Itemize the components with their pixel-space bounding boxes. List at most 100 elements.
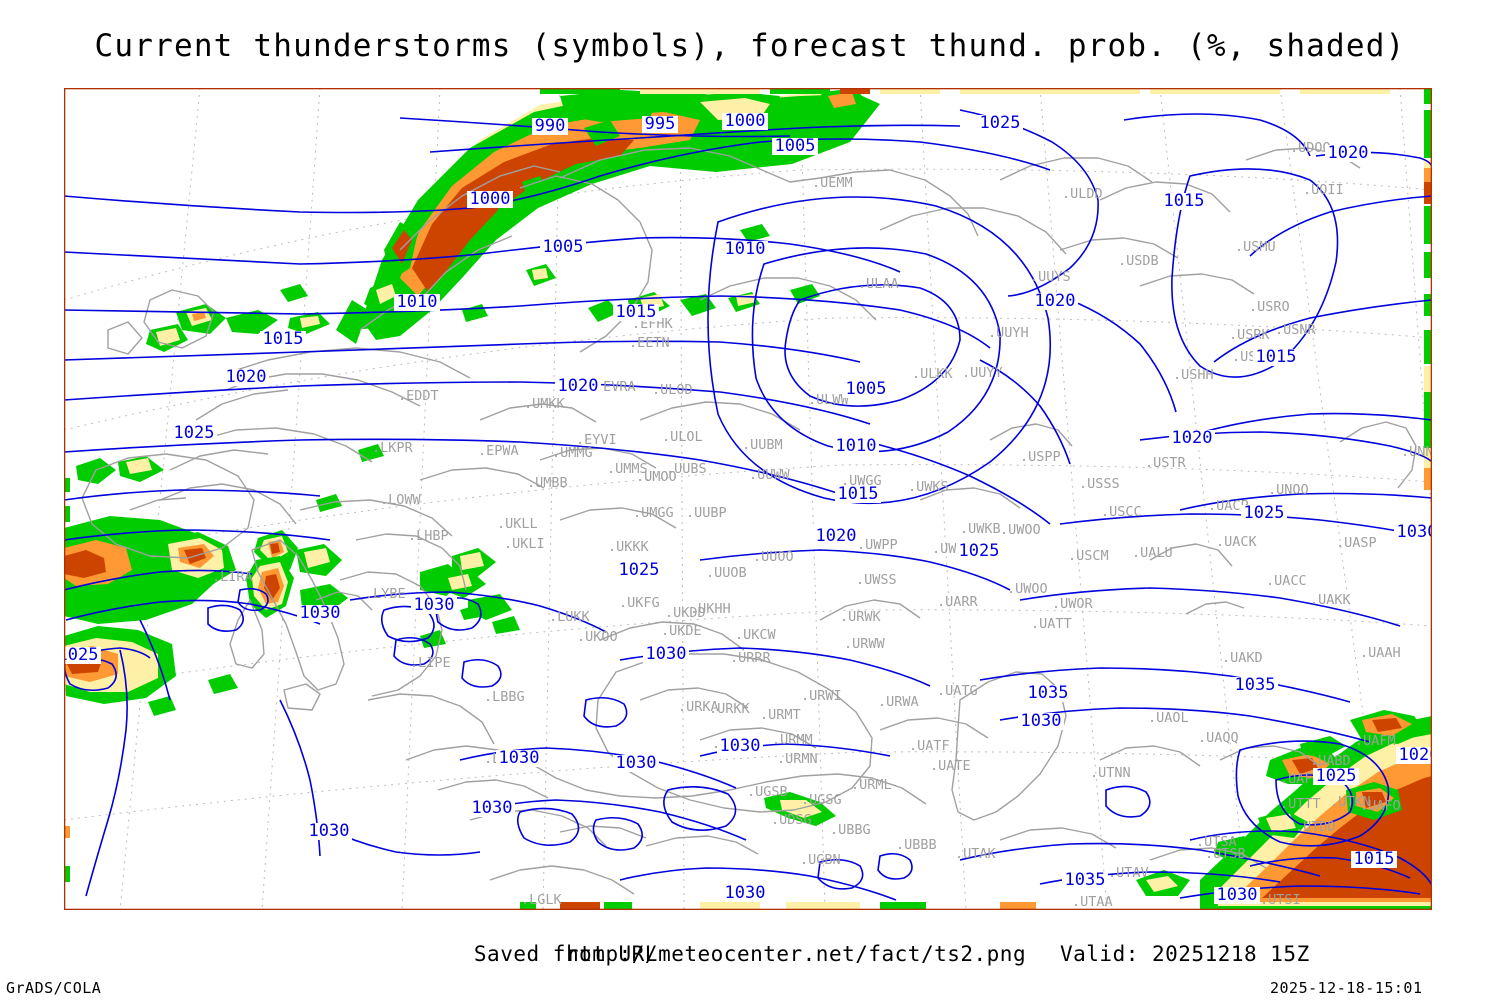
station-label: .USCM bbox=[1068, 548, 1109, 564]
isobar-label-backdrop bbox=[467, 191, 513, 208]
station-label: .UKCW bbox=[735, 627, 777, 643]
isobar-label: 1000 bbox=[725, 111, 766, 131]
station-label: .EDDT bbox=[398, 388, 439, 404]
station-label: .UATE bbox=[930, 758, 971, 774]
map-svg[interactable]: .UEMM .ULDD .UOII .UDOO .USMU .USDB .ULAA .UUYS… bbox=[64, 88, 1432, 910]
isobar-label: 1030 bbox=[616, 753, 657, 773]
station-label: .UMBB bbox=[527, 475, 568, 491]
isobar-label-backdrop bbox=[1396, 747, 1432, 764]
isobar-value-labels: 990 995 1000 1000 1005 1005 1010 1010 1015 1015 10… bbox=[64, 111, 1432, 905]
station-label: .UNOO bbox=[1268, 482, 1309, 498]
isobar-label-backdrop bbox=[833, 438, 879, 455]
station-label: .ULOD bbox=[652, 382, 693, 398]
isobar-label: 990 bbox=[535, 116, 566, 136]
isobar-label: 1030 bbox=[720, 736, 761, 756]
station-label: .UAFP bbox=[1280, 771, 1321, 787]
isobar-label-backdrop bbox=[956, 543, 1002, 560]
isobar-label: 1035 bbox=[1235, 675, 1276, 695]
footer-url[interactable]: http://meteocenter.net/fact/ts2.png bbox=[566, 942, 1027, 966]
station-label: .UTKN bbox=[1330, 794, 1371, 810]
station-label: .USPP bbox=[1020, 449, 1061, 465]
isobar-label-backdrop bbox=[1032, 293, 1078, 310]
station-label: .USNR bbox=[1275, 322, 1317, 338]
isobar-label: 1030 bbox=[309, 821, 350, 841]
station-label: .UBBB bbox=[896, 837, 937, 853]
station-label: .EETN bbox=[629, 335, 670, 351]
isobar-label: 1005 bbox=[543, 237, 584, 257]
station-label: .UKLL bbox=[497, 516, 538, 532]
isobar-label: 1000 bbox=[470, 189, 511, 209]
page-title: Current thunderstorms (symbols), forecas… bbox=[94, 28, 1406, 64]
station-label: .UUYS bbox=[1030, 269, 1071, 285]
isobar-label-backdrop bbox=[717, 738, 763, 755]
shade-edge-ticks-top bbox=[540, 88, 1390, 94]
isobar-label-backdrop bbox=[1241, 505, 1287, 522]
station-label: .URMN bbox=[777, 751, 818, 767]
isobar-label-backdrop bbox=[643, 646, 689, 663]
station-label: .LHBP bbox=[408, 528, 449, 544]
isobar-label-backdrop bbox=[394, 294, 440, 311]
station-label: .UWOO bbox=[1007, 581, 1048, 597]
station-label: .ULOL bbox=[662, 429, 703, 445]
station-label: .UAQQ bbox=[1198, 730, 1239, 746]
isobar-label-backdrop bbox=[772, 138, 818, 155]
station-label: .URML bbox=[851, 777, 892, 793]
station-label: .ULKK bbox=[912, 366, 954, 382]
isobar-label-backdrop bbox=[1325, 145, 1371, 162]
isobar-label-backdrop bbox=[642, 116, 678, 133]
station-label: .UKHH bbox=[690, 601, 731, 617]
station-label: .UUBP bbox=[686, 505, 727, 521]
isobar-label: 1030 bbox=[300, 603, 341, 623]
isobar-label-backdrop bbox=[411, 597, 457, 614]
isobar-label: 1015 bbox=[263, 329, 304, 349]
map-frame bbox=[64, 88, 1432, 910]
isobar-label-backdrop bbox=[260, 331, 306, 348]
isobar-label-backdrop bbox=[223, 369, 269, 386]
station-label: .LBBG bbox=[484, 689, 525, 705]
station-label: .UARR bbox=[937, 594, 979, 610]
footer-valid-time: Valid: 20251218 15Z bbox=[1060, 942, 1310, 966]
station-label: .UWGG bbox=[841, 473, 882, 489]
station-label: .UTTT bbox=[1280, 796, 1321, 812]
station-label: .URWI bbox=[801, 688, 842, 704]
isobar-label: 1025 bbox=[1244, 503, 1285, 523]
isobar-label: 1010 bbox=[397, 292, 438, 312]
isobar-label: 1005 bbox=[775, 136, 816, 156]
station-label: .EYVI bbox=[576, 432, 617, 448]
station-label: .LIPE bbox=[410, 655, 451, 671]
station-label: .UGBN bbox=[800, 852, 841, 868]
station-label: .USMU bbox=[1235, 239, 1276, 255]
station-label: .UUBM bbox=[742, 437, 783, 453]
shade-region-ukraine bbox=[442, 570, 520, 634]
station-label: .URMT bbox=[760, 707, 801, 723]
station-label: .URMM bbox=[772, 732, 813, 748]
map-canvas[interactable]: .UEMM .ULDD .UOII .UDOO .USMU .USDB .ULAA .UUYS… bbox=[64, 88, 1432, 910]
isobar-label-backdrop bbox=[722, 113, 768, 130]
footer-producer: GrADS/COLA bbox=[6, 979, 102, 997]
isobar-label: 1020 bbox=[226, 367, 267, 387]
isobar-label-backdrop bbox=[555, 378, 601, 395]
station-label: .UMOO bbox=[636, 469, 677, 485]
isobar-label-backdrop bbox=[1232, 677, 1278, 694]
isobar-label: 1025 bbox=[64, 645, 98, 665]
station-label: .UATG bbox=[937, 683, 978, 699]
station-label: .UATF bbox=[909, 738, 950, 754]
station-label: .UAFO bbox=[1360, 798, 1401, 814]
isobars bbox=[64, 109, 1432, 901]
station-label: .UWKS bbox=[908, 479, 949, 495]
station-label: .LOWW bbox=[380, 492, 422, 508]
station-label: .URWA bbox=[878, 694, 919, 710]
isobar-label: 1030 bbox=[1397, 522, 1432, 542]
isobar-label: 1030 bbox=[472, 798, 513, 818]
station-label: .ULAA bbox=[858, 276, 899, 292]
isobar-label: 1025 bbox=[959, 541, 1000, 561]
station-label: .UKOO bbox=[577, 629, 618, 645]
station-label: .UATT bbox=[1031, 616, 1072, 632]
station-label: .UUBS bbox=[666, 461, 707, 477]
station-label: .UASP bbox=[1336, 535, 1377, 551]
station-label: .UWOR bbox=[1052, 596, 1094, 612]
station-label: .UTNN bbox=[1090, 765, 1131, 781]
isobar-label-backdrop bbox=[613, 755, 659, 772]
station-label: .LUKK bbox=[549, 609, 591, 625]
